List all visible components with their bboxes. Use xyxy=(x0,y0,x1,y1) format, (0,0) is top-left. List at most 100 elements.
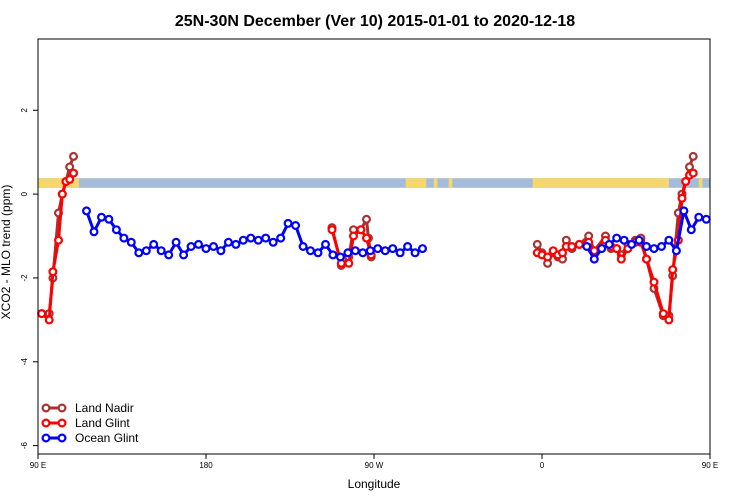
x-tick-label: 90 E xyxy=(30,461,46,470)
ocean-glint-point xyxy=(328,250,338,260)
ocean-glint-point xyxy=(612,233,622,243)
y-tick-label: 2 xyxy=(20,107,29,112)
ocean-glint-point xyxy=(186,242,196,252)
y-axis-label: XCO2 - MLO trend (ppm) xyxy=(0,185,13,320)
land-glint-point xyxy=(664,315,674,325)
legend-marker xyxy=(41,433,51,443)
ocean-glint-point xyxy=(686,225,696,235)
ocean-glint-point xyxy=(306,246,316,256)
land-glint-point xyxy=(344,258,354,268)
ocean-glint-point xyxy=(350,246,360,256)
ocean-glint-point xyxy=(298,242,308,252)
ocean-glint-point xyxy=(619,235,629,245)
y-tick-label: 0 xyxy=(20,191,29,196)
ocean-glint-point xyxy=(395,248,405,258)
ocean-glint-point xyxy=(104,214,114,224)
land-glint-point xyxy=(57,189,67,199)
ocean-glint-point xyxy=(671,246,681,256)
ocean-glint-point xyxy=(701,214,711,224)
ocean-glint-point xyxy=(283,218,293,228)
land-nadir-point xyxy=(362,214,372,224)
series-layer xyxy=(37,151,711,325)
land-glint-point xyxy=(65,174,75,184)
ocean-glint-point xyxy=(627,239,637,249)
land-glint-point xyxy=(362,233,372,243)
ocean-glint-point xyxy=(179,250,189,260)
land-glint-point xyxy=(668,265,678,275)
land-nadir-point xyxy=(532,239,542,249)
ocean-glint-point xyxy=(641,242,651,252)
ocean-glint-point xyxy=(231,239,241,249)
ocean-glint-point xyxy=(164,250,174,260)
land-band xyxy=(532,178,669,188)
ocean-glint-point xyxy=(149,239,159,249)
land-nadir-point xyxy=(68,151,78,161)
ocean-glint-point xyxy=(694,212,704,222)
land-glint-point xyxy=(612,244,622,254)
ocean-glint-point xyxy=(276,233,286,243)
land-glint-point xyxy=(681,177,691,187)
land-nadir-point xyxy=(688,151,698,161)
land-glint-point xyxy=(557,248,567,258)
land-nadir-point xyxy=(65,162,75,172)
land-band xyxy=(405,178,427,188)
ocean-glint-point xyxy=(156,246,166,256)
ocean-glint-point xyxy=(261,233,271,243)
land-ocean-strip xyxy=(38,178,710,188)
ocean-glint-point xyxy=(388,244,398,254)
legend-marker xyxy=(57,433,67,443)
legend-marker xyxy=(41,403,51,413)
ocean-glint-point xyxy=(201,244,211,254)
land-glint-point xyxy=(48,267,58,277)
ocean-glint-point xyxy=(268,237,278,247)
ocean-glint-point xyxy=(365,246,375,256)
y-axis: 2 0 -2 -4 -6 xyxy=(20,107,38,449)
ocean-glint-point xyxy=(111,225,121,235)
ocean-glint-point xyxy=(373,244,383,254)
ocean-glint-point xyxy=(597,244,607,254)
ocean-glint-point xyxy=(253,235,263,245)
ocean-glint-point xyxy=(194,239,204,249)
land-band xyxy=(38,178,80,188)
land-glint-point xyxy=(349,231,359,241)
ocean-glint-point xyxy=(410,248,420,258)
x-tick-label: 180 xyxy=(199,461,213,470)
land-glint-point xyxy=(641,254,651,264)
land-band xyxy=(433,178,438,188)
ocean-glint-point xyxy=(335,252,345,262)
ocean-band xyxy=(38,178,710,188)
ocean-glint-point xyxy=(96,212,106,222)
land-band xyxy=(698,178,703,188)
ocean-glint-point xyxy=(664,235,674,245)
legend-marker xyxy=(57,403,67,413)
land-glint-point xyxy=(327,225,337,235)
x-tick-label: 0 xyxy=(540,461,545,470)
y-tick-label: -2 xyxy=(20,274,29,282)
land-glint-point xyxy=(574,239,584,249)
land-glint-point xyxy=(37,309,47,319)
ocean-glint-point xyxy=(679,206,689,216)
ocean-glint-point xyxy=(238,235,248,245)
land-glint-point xyxy=(356,225,366,235)
legend-item-land-nadir: Land Nadir xyxy=(41,401,134,415)
legend-label: Land Glint xyxy=(75,416,130,430)
legend-marker xyxy=(41,418,51,428)
ocean-glint-point xyxy=(343,248,353,258)
legend-item-land-glint: Land Glint xyxy=(41,416,130,430)
land-nadir-point xyxy=(684,162,694,172)
ocean-glint-point xyxy=(321,239,331,249)
ocean-glint-point xyxy=(656,242,666,252)
land-glint-point xyxy=(677,193,687,203)
x-tick-label: 90 W xyxy=(365,461,384,470)
legend-marker xyxy=(57,418,67,428)
ocean-glint-point xyxy=(403,242,413,252)
land-glint-point xyxy=(567,242,577,252)
land-glint-point xyxy=(44,315,54,325)
ocean-glint-point xyxy=(246,233,256,243)
ocean-glint-point xyxy=(589,254,599,264)
ocean-glint-point xyxy=(418,244,428,254)
land-band xyxy=(448,178,453,188)
ocean-glint-point xyxy=(126,237,136,247)
